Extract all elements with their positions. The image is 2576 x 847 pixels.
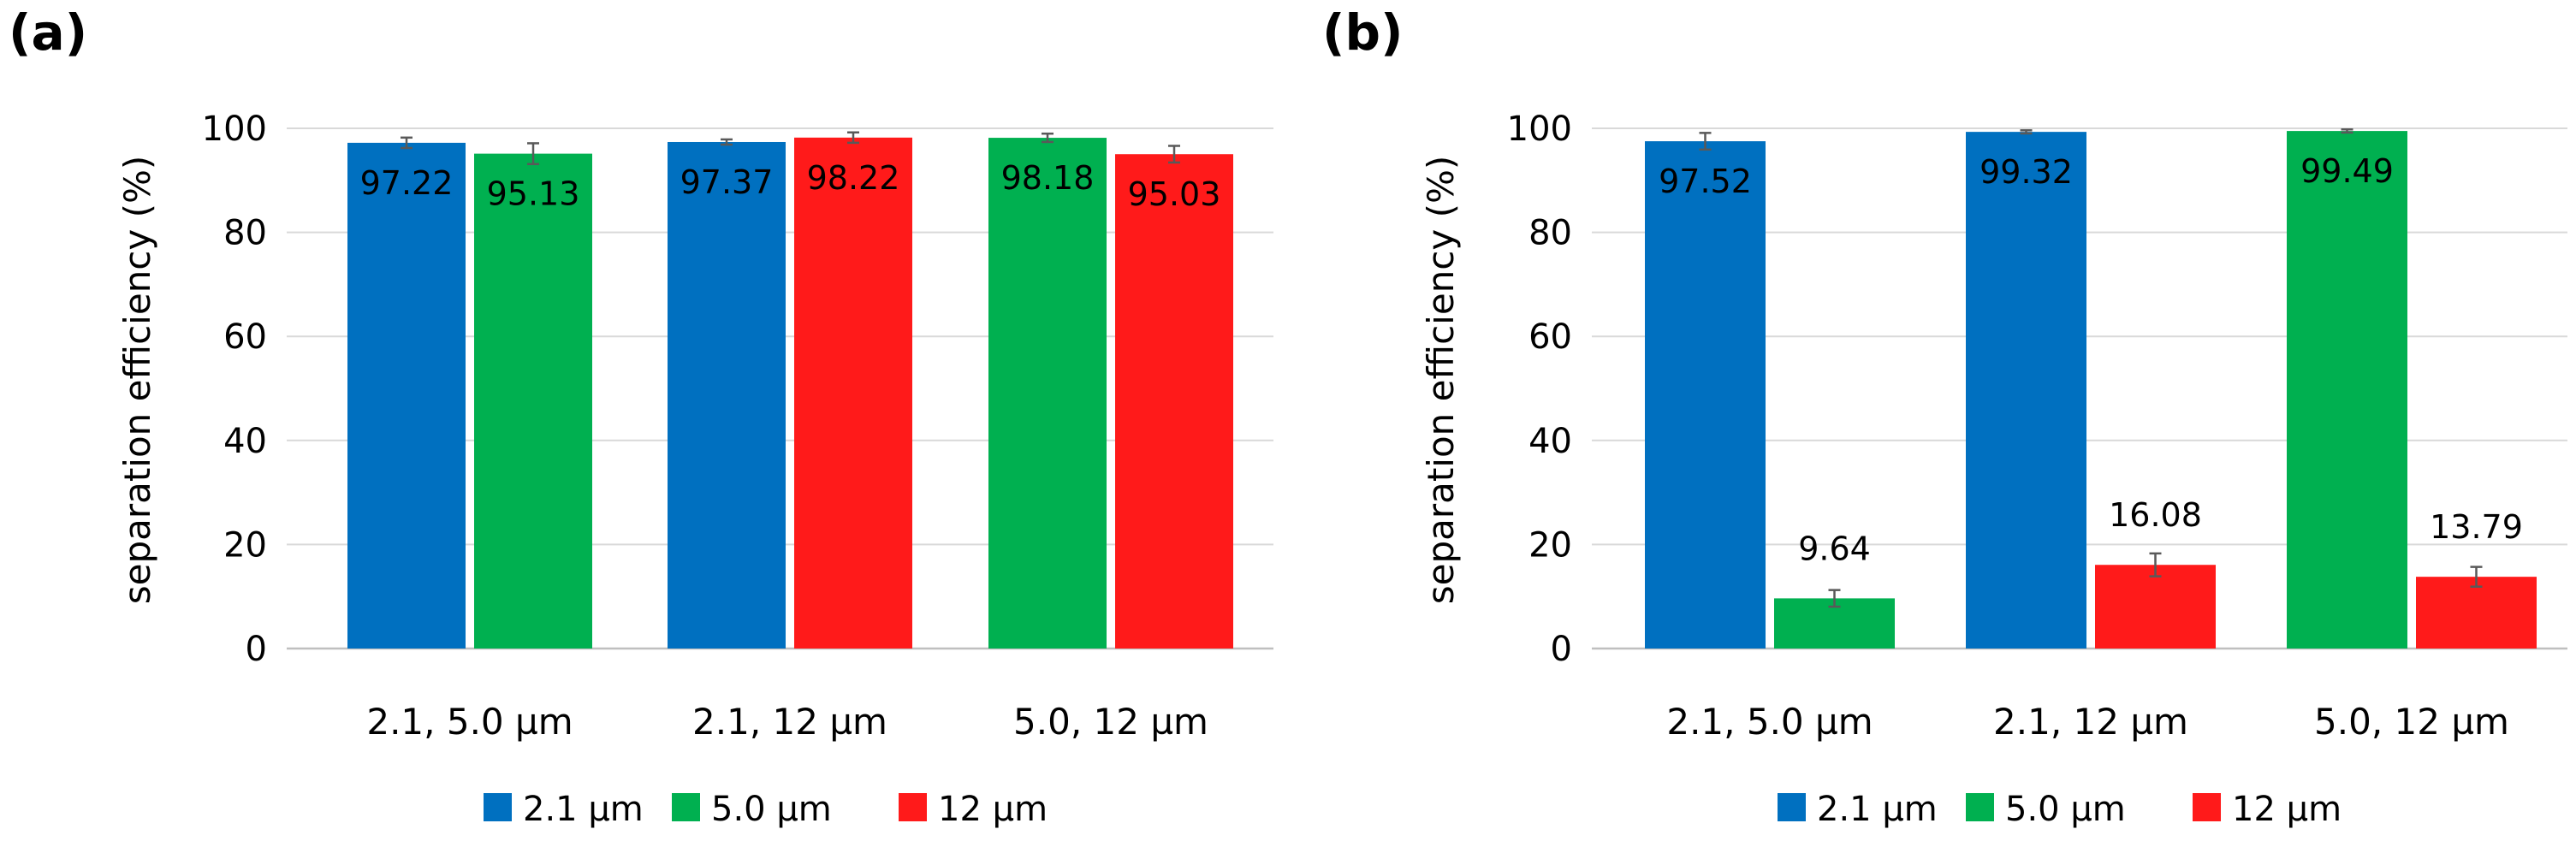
data-label: 99.32: [1979, 153, 2073, 191]
legend-label: 2.1 µm: [523, 790, 644, 829]
data-label: 97.52: [1659, 163, 1752, 200]
y-axis-title: separation efficiency (%): [1420, 156, 1462, 605]
y-tick-label: 40: [1528, 422, 1572, 461]
bar: [2416, 577, 2537, 649]
x-tick-label: 5.0, 12 µm: [2314, 701, 2509, 743]
panel-label: (a): [9, 3, 87, 62]
x-tick-label: 2.1, 12 µm: [692, 701, 887, 743]
legend-label: 5.0 µm: [711, 790, 832, 829]
legend-swatch: [2193, 793, 2221, 821]
data-label: 99.49: [2300, 152, 2394, 190]
y-tick-label: 80: [1528, 214, 1572, 253]
legend-label: 5.0 µm: [2005, 790, 2126, 829]
bar: [2287, 131, 2407, 649]
x-tick-label: 2.1, 5.0 µm: [1666, 701, 1873, 743]
bar: [474, 153, 592, 649]
data-label: 97.37: [680, 163, 774, 201]
legend-swatch: [1778, 793, 1806, 821]
y-tick-label: 80: [223, 214, 267, 253]
legend-label: 2.1 µm: [1817, 790, 1938, 829]
y-tick-label: 60: [1528, 317, 1572, 357]
y-tick-label: 20: [223, 525, 267, 565]
legend-swatch: [672, 793, 700, 821]
bar: [1966, 132, 2086, 649]
bar: [2095, 565, 2216, 649]
legend-swatch: [484, 793, 512, 821]
legend-swatch: [899, 793, 927, 821]
bar: [1115, 154, 1233, 649]
data-label: 95.13: [487, 175, 580, 213]
bar: [347, 142, 466, 649]
y-tick-label: 60: [223, 317, 267, 357]
data-label: 95.03: [1128, 175, 1221, 213]
data-label: 98.18: [1001, 159, 1095, 197]
data-label: 9.64: [1798, 530, 1871, 567]
legend-swatch: [1966, 793, 1994, 821]
y-tick-label: 0: [246, 630, 267, 669]
data-label: 16.08: [2109, 496, 2202, 534]
bar: [988, 138, 1107, 649]
bar: [668, 141, 786, 649]
y-tick-label: 0: [1551, 630, 1572, 669]
data-label: 98.22: [807, 159, 900, 197]
x-tick-label: 2.1, 5.0 µm: [366, 701, 573, 743]
y-tick-label: 40: [223, 422, 267, 461]
bar: [794, 137, 912, 649]
bar: [1645, 141, 1766, 649]
legend-label: 12 µm: [2232, 790, 2342, 829]
y-tick-label: 100: [1507, 110, 1572, 149]
legend-label: 12 µm: [938, 790, 1048, 829]
y-tick-label: 20: [1528, 525, 1572, 565]
x-tick-label: 2.1, 12 µm: [1993, 701, 2188, 743]
data-label: 97.22: [360, 164, 454, 202]
x-tick-label: 5.0, 12 µm: [1013, 701, 1208, 743]
y-tick-label: 100: [202, 110, 267, 149]
y-axis-title: separation efficiency (%): [116, 156, 158, 605]
data-label: 13.79: [2430, 508, 2523, 546]
panel-label: (b): [1322, 3, 1404, 62]
